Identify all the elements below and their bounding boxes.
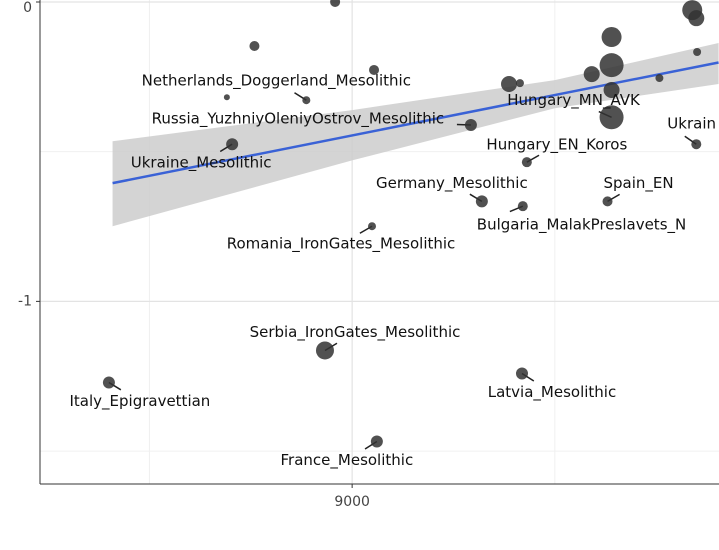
point xyxy=(688,10,705,27)
point-label: Italy_Epigravettian xyxy=(69,392,210,411)
point xyxy=(315,341,334,360)
point-label: Germany_Mesolithic xyxy=(376,174,528,193)
point xyxy=(602,196,613,207)
y-tick-label: -1 xyxy=(18,293,32,309)
point-label: France_Mesolithic xyxy=(281,451,414,470)
point-label: Latvia_Mesolithic xyxy=(488,383,616,402)
point-label: Netherlands_Doggerland_Mesolithic xyxy=(142,72,411,91)
point xyxy=(517,201,528,212)
point xyxy=(226,138,239,151)
point xyxy=(655,74,664,83)
point-label: Serbia_IronGates_Mesolithic xyxy=(250,323,461,342)
point-label: Russia_YuzhniyOleniyOstrov_Mesolithic xyxy=(152,110,445,129)
trend-line xyxy=(112,61,719,185)
point xyxy=(599,53,624,78)
point xyxy=(601,27,622,48)
point xyxy=(102,376,115,389)
point-label: Ukraine_Mesolithic xyxy=(131,154,272,173)
point-label: Bulgaria_MalakPreslavets_N xyxy=(477,216,686,235)
point-label: Spain_EN xyxy=(603,174,673,193)
point xyxy=(691,139,702,150)
point xyxy=(370,435,383,448)
point xyxy=(464,119,477,132)
point xyxy=(603,82,620,99)
point xyxy=(693,47,702,56)
point xyxy=(302,96,311,105)
y-tick-label: 0 xyxy=(23,0,32,16)
point xyxy=(223,94,230,101)
point xyxy=(369,64,380,75)
point xyxy=(515,79,524,88)
point-label: Ukrain xyxy=(667,115,716,133)
point-label: Hungary_EN_Koros xyxy=(486,136,627,155)
point xyxy=(249,41,260,52)
point xyxy=(330,0,341,7)
point xyxy=(599,105,624,130)
x-tick-label: 9000 xyxy=(334,494,370,510)
point xyxy=(515,367,528,380)
point xyxy=(521,157,532,168)
point-label: Hungary_MN_AVK xyxy=(507,91,641,110)
point-label: Romania_IronGates_Mesolithic xyxy=(227,235,456,254)
point xyxy=(501,76,518,93)
point xyxy=(583,66,600,83)
confidence-band xyxy=(112,43,719,227)
point xyxy=(368,222,377,231)
point xyxy=(475,195,488,208)
